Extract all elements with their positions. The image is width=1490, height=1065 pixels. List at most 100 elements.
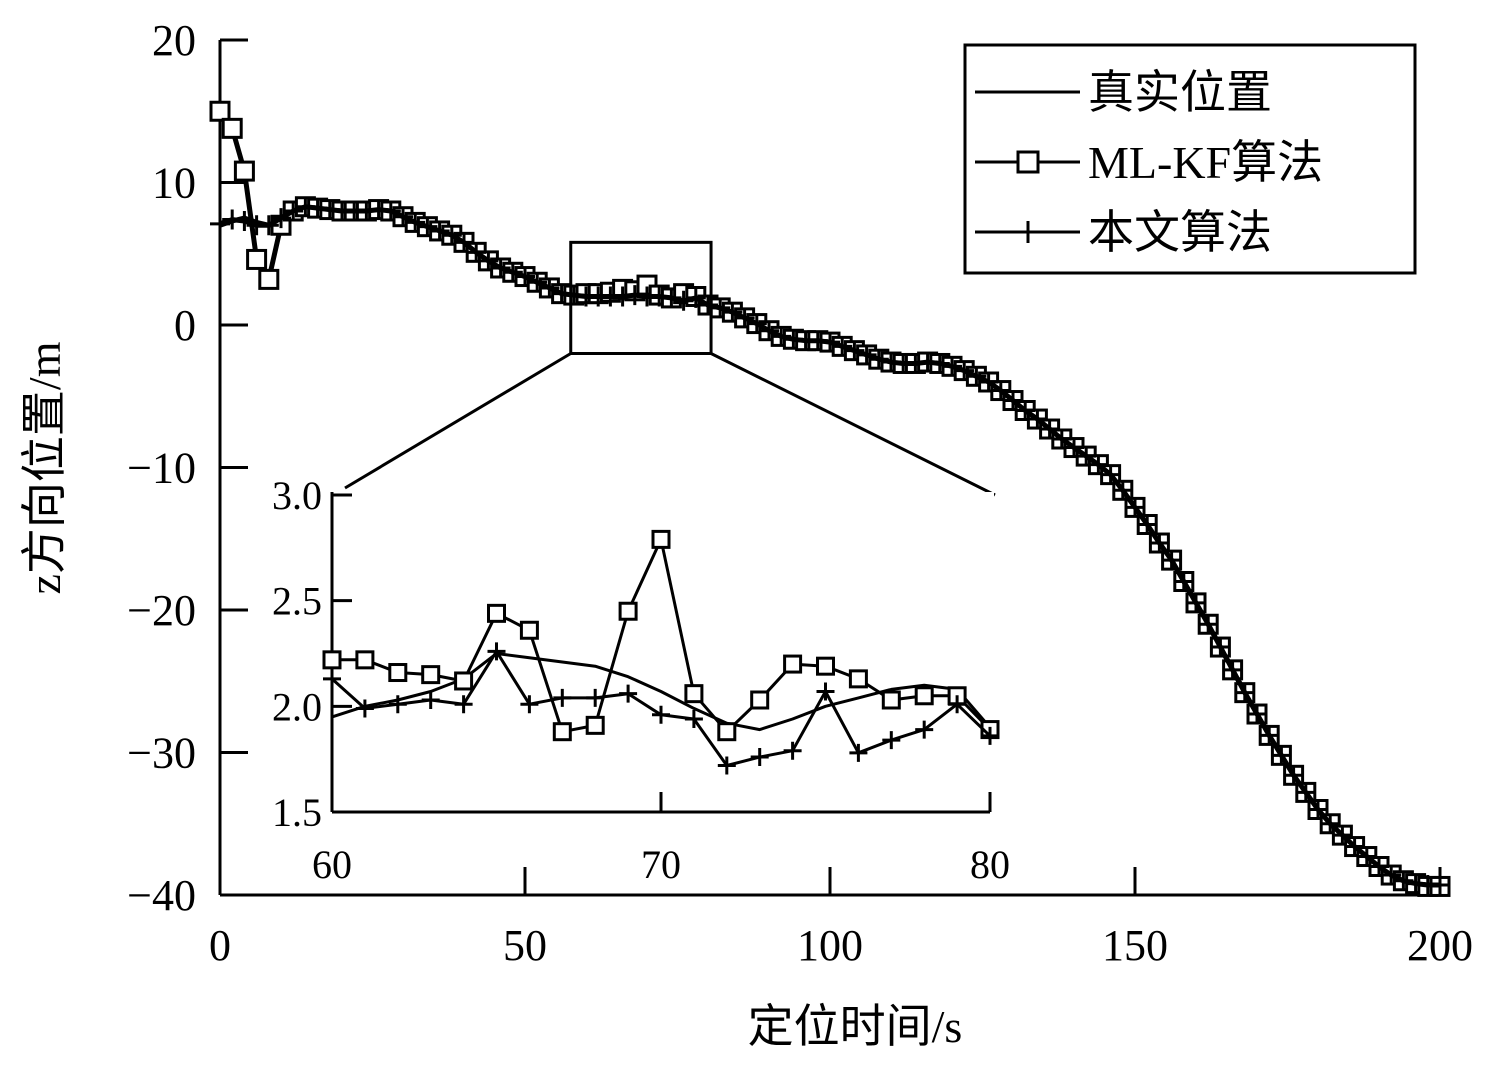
data-point [417, 216, 438, 237]
data-point [1015, 400, 1036, 421]
data-point [1027, 409, 1048, 430]
data-point [1356, 846, 1377, 867]
data-point [816, 682, 835, 701]
data-point [586, 688, 605, 707]
data-point [1271, 745, 1292, 766]
inset-y-tick-label: 1.5 [272, 790, 322, 835]
data-point [759, 320, 779, 341]
data-point [661, 287, 682, 308]
data-point [519, 620, 539, 640]
zoom-connector-left [344, 352, 572, 490]
data-point [388, 695, 407, 714]
data-point [233, 160, 255, 182]
data-point [849, 743, 868, 762]
data-point [881, 690, 901, 710]
data-point [750, 690, 770, 710]
data-point [1076, 446, 1097, 467]
inset-series [322, 529, 1000, 775]
x-tick-label: 50 [503, 921, 547, 970]
data-point [1344, 836, 1365, 857]
data-point [258, 268, 280, 290]
inset-y-axis-ticks: 1.5 2.0 2.5 3.0 [272, 473, 352, 835]
data-point [478, 250, 499, 271]
data-point [502, 262, 523, 283]
data-point [685, 287, 706, 308]
data-point [405, 212, 426, 233]
data-point [684, 710, 703, 729]
legend-item-true: 真实位置 [975, 67, 1272, 118]
data-point [783, 654, 803, 674]
y-axis-ticks: −40 −30 −20 −10 0 10 20 [127, 16, 248, 920]
data-point [1295, 782, 1316, 803]
data-point [1003, 390, 1023, 411]
data-point [746, 313, 767, 334]
data-point [1112, 480, 1133, 501]
data-point [1210, 637, 1231, 658]
inset-x-tick-label: 60 [312, 842, 352, 887]
data-point [552, 722, 572, 742]
data-point [722, 302, 743, 323]
data-point [234, 210, 255, 231]
data-point [355, 699, 374, 718]
zoom-box [569, 240, 713, 356]
legend-label-mlkf: ML-KF算法 [1088, 137, 1323, 188]
y-tick-label: −20 [127, 586, 196, 635]
x-tick-label: 200 [1407, 921, 1473, 970]
data-point [990, 380, 1011, 401]
data-point [1393, 870, 1414, 891]
data-point [271, 208, 291, 229]
zoom-connector-right [710, 352, 996, 497]
inset-y-tick-label: 2.0 [272, 684, 322, 729]
data-point [1430, 875, 1450, 896]
y-axis-title: z方向位置/m [19, 341, 70, 594]
data-point [421, 690, 440, 709]
data-point [258, 215, 279, 236]
data-point [1247, 704, 1267, 725]
y-tick-label: 10 [152, 159, 196, 208]
inset-x-tick-label: 80 [970, 842, 1010, 887]
data-point [734, 307, 755, 328]
data-point [1051, 429, 1072, 449]
data-point [978, 372, 999, 392]
data-point [868, 349, 889, 370]
data-point [832, 336, 853, 357]
inset-plot: 1.5 2.0 2.5 3.0 60 70 80 [272, 473, 1010, 887]
data-point [820, 332, 840, 353]
main-plot: −40 −30 −20 −10 0 10 20 0 50 100 150 200 [127, 16, 1473, 970]
legend-box [963, 43, 1417, 275]
data-point [882, 731, 901, 750]
data-point [323, 669, 341, 688]
data-point [1125, 497, 1145, 518]
data-point [966, 366, 987, 387]
x-tick-label: 100 [797, 921, 863, 970]
data-point [673, 290, 694, 311]
data-point [652, 705, 670, 724]
data-point [246, 248, 268, 270]
data-point [355, 650, 375, 670]
legend-label-true: 真实位置 [1088, 67, 1272, 118]
data-point [221, 117, 243, 139]
data-point [710, 297, 731, 318]
data-point [1186, 592, 1206, 613]
data-point [209, 100, 231, 122]
y-tick-label: 0 [174, 301, 196, 350]
data-point [1259, 725, 1280, 746]
data-point [283, 201, 304, 221]
legend-item-ours: 本文算法 [975, 207, 1272, 258]
data-point [322, 650, 342, 670]
series-2 [323, 642, 999, 775]
series-2 [210, 196, 1450, 896]
legend-marker-mlkf [1016, 150, 1040, 174]
data-point [388, 663, 408, 683]
data-point [844, 340, 865, 361]
inset-x-axis-ticks: 60 70 80 [312, 792, 1010, 887]
data-point [1332, 825, 1353, 846]
data-point [1234, 682, 1255, 703]
y-tick-label: −40 [127, 871, 196, 920]
data-point [515, 266, 535, 287]
y-tick-label: −10 [127, 444, 196, 493]
data-point [651, 529, 671, 549]
data-point [915, 720, 934, 739]
